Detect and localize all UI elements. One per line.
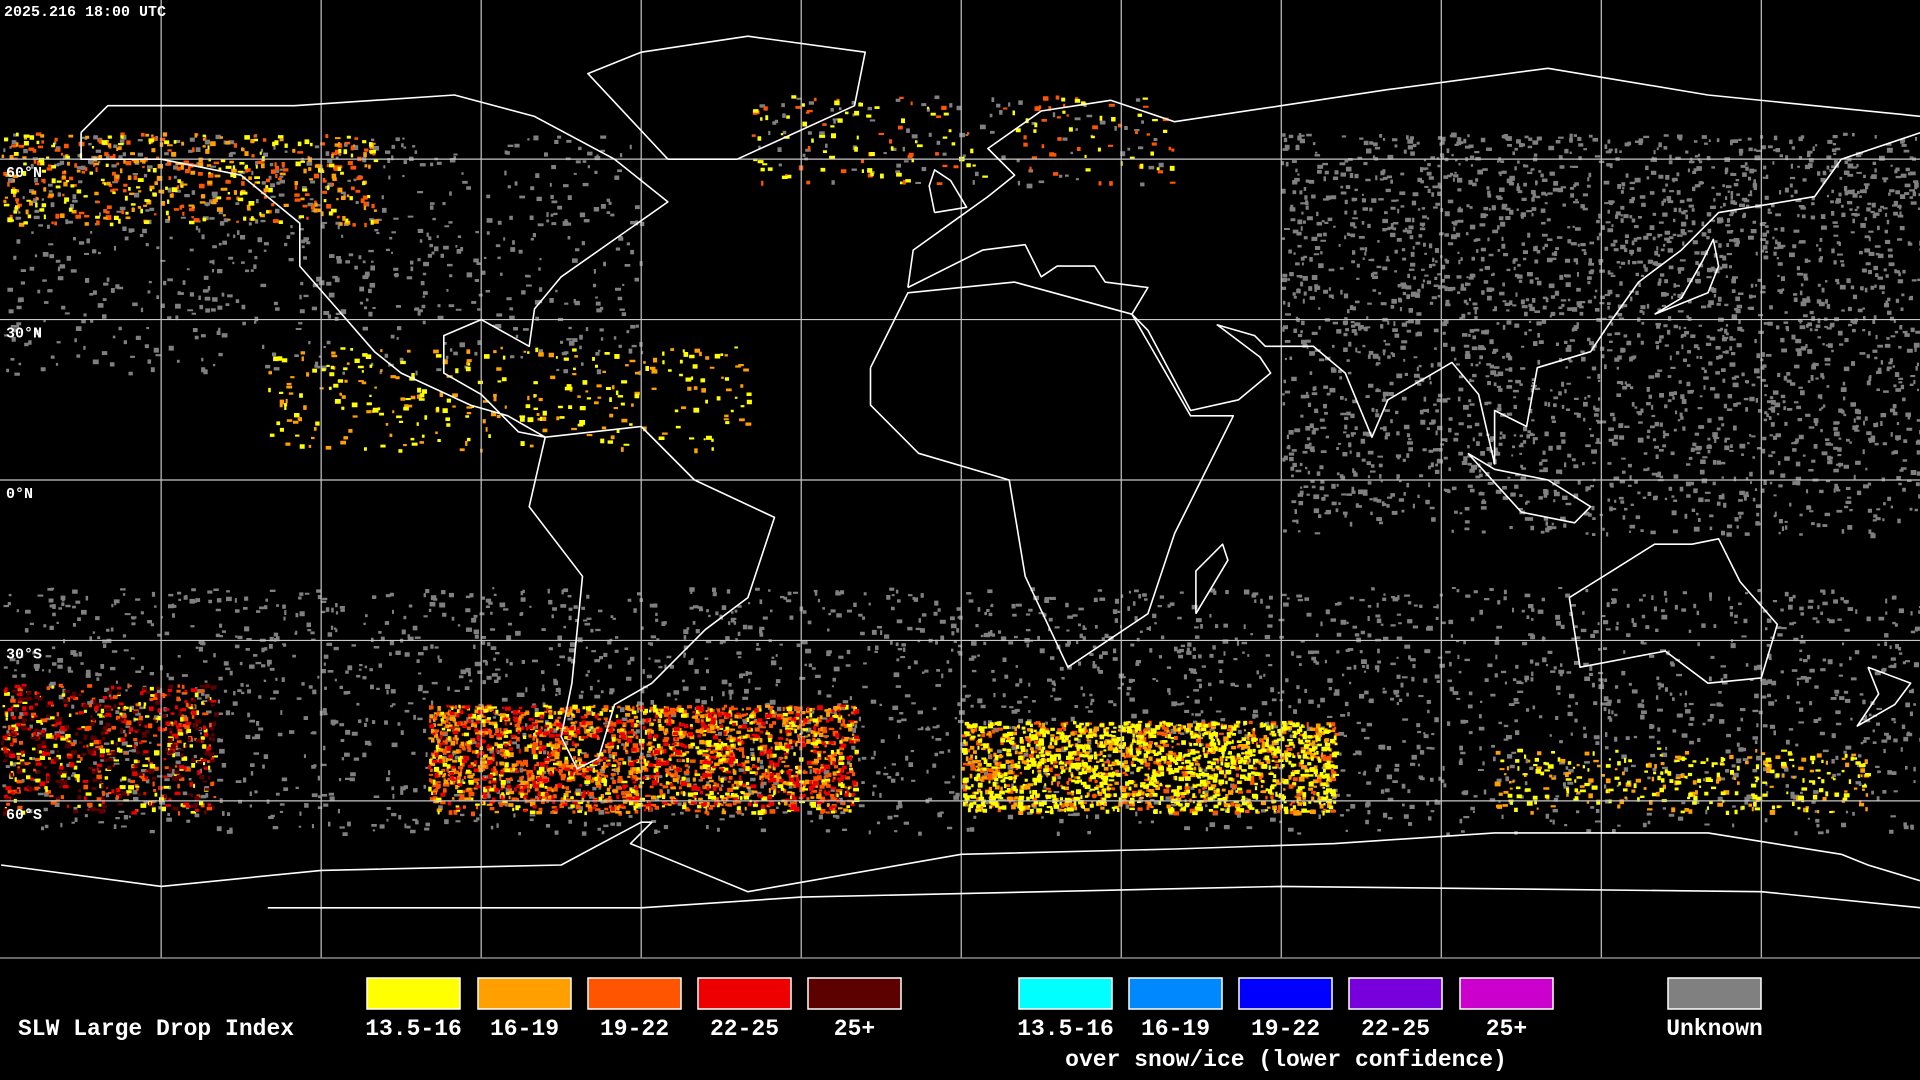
coastline (1856, 666, 1912, 727)
coastline (869, 281, 1235, 668)
legend-unknown-swatch (1667, 977, 1762, 1010)
legend-snow-label: 19-22 (1251, 1016, 1320, 1042)
latitude-label: 60°N (6, 165, 42, 182)
legend-swatch (477, 977, 572, 1010)
coastline (528, 425, 776, 770)
legend-swatch (366, 977, 461, 1010)
legend-label: 16-19 (490, 1016, 559, 1042)
coastline (0, 821, 1920, 893)
coastline (267, 885, 1920, 909)
coastline (1654, 238, 1720, 315)
legend-unknown-label: Unknown (1666, 1016, 1763, 1042)
cloud-pixels (1, 683, 219, 816)
legend-swatch (697, 977, 792, 1010)
cloud-pixels (2, 683, 860, 815)
timestamp: 2025.216 18:00 UTC (4, 4, 166, 21)
graticule (0, 0, 1920, 958)
legend-title: SLW Large Drop Index (18, 1016, 294, 1042)
legend-snow-swatch (1018, 977, 1113, 1010)
legend-swatch (587, 977, 682, 1010)
legend-label: 19-22 (600, 1016, 669, 1042)
legend-snow-swatch (1238, 977, 1333, 1010)
legend-snow-swatch (1348, 977, 1443, 1010)
legend-snow-swatch (1459, 977, 1554, 1010)
legend-label: 13.5-16 (365, 1016, 462, 1042)
coastline (1195, 543, 1229, 615)
legend-snow-label: 13.5-16 (1017, 1016, 1114, 1042)
cloud-layer (1, 95, 1920, 837)
latitude-label: 30°S (6, 646, 42, 663)
coastline (1467, 452, 1592, 524)
coastline (928, 169, 968, 214)
coastline (587, 35, 866, 160)
legend-snow-label: 22-25 (1361, 1016, 1430, 1042)
legend-snow-label: 16-19 (1141, 1016, 1210, 1042)
coastline (907, 67, 1920, 465)
coastline (80, 94, 669, 438)
legend-snow-swatch (1128, 977, 1223, 1010)
legend-snow-label: 25+ (1486, 1016, 1527, 1042)
legend-label: 22-25 (710, 1016, 779, 1042)
legend-swatch (807, 977, 902, 1010)
latitude-label: 0°N (6, 486, 33, 503)
cloud-pixels (2, 95, 1920, 837)
legend-caption: over snow/ice (lower confidence) (1065, 1047, 1507, 1073)
coastline (1568, 538, 1779, 684)
latitude-labels: 60°N 30°N 0°N 30°S 60°S (6, 165, 42, 824)
legend-label: 25+ (834, 1016, 875, 1042)
legend: 13.5-16 16-19 19-22 22-25 25+ 13.5-16 16-19 19-… (365, 977, 1763, 1042)
latitude-label: 30°N (6, 326, 42, 343)
latitude-label: 60°S (6, 807, 42, 824)
coastlines (0, 35, 1920, 909)
